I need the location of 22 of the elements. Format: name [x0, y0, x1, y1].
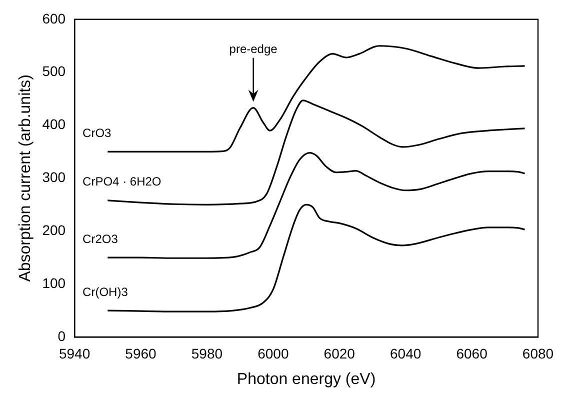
y-tick-label: 200: [42, 222, 66, 238]
x-tick-label: 5980: [191, 345, 223, 362]
annotation: pre-edge: [229, 42, 278, 56]
x-tick-label: 6040: [390, 345, 422, 362]
series-label: CrPO4 · 6H2O: [82, 174, 162, 189]
x-tick-label: 6060: [456, 345, 488, 362]
y-tick-label: 300: [42, 169, 66, 186]
y-tick-label: 0: [58, 328, 66, 344]
x-tick-label: 6020: [324, 345, 356, 362]
x-tick-label: 5960: [125, 345, 157, 362]
y-tick-label: 600: [42, 10, 66, 26]
x-tick-label: 5940: [58, 345, 90, 362]
series-label: Cr(OH)3: [82, 284, 128, 299]
x-axis-title: Photon energy (eV): [236, 370, 376, 388]
y-axis-title: Absorption current (arb.units): [17, 74, 34, 282]
y-tick-label: 100: [42, 274, 66, 291]
series-label: CrO3: [82, 126, 112, 140]
series-label: Cr2O3: [82, 232, 118, 246]
y-tick-label: 500: [42, 63, 66, 80]
y-tick-label: 400: [42, 116, 66, 132]
x-tick-label: 6080: [522, 345, 554, 362]
x-tick-label: 6000: [258, 345, 289, 362]
